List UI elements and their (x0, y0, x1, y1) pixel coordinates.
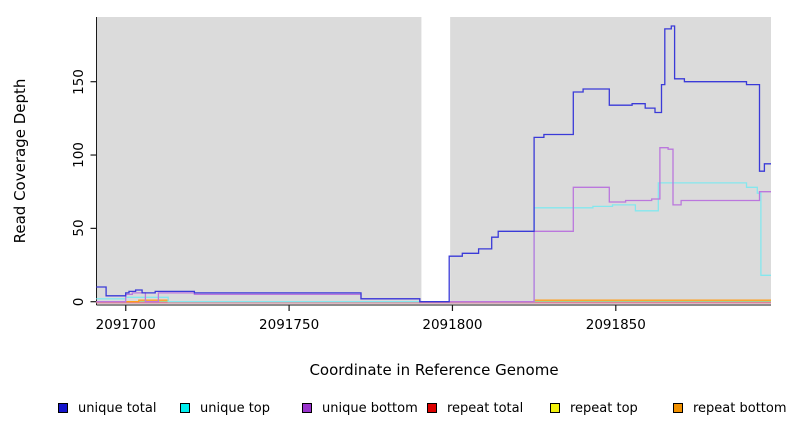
chart-legend: unique total unique top unique bottom repea… (0, 400, 792, 420)
legend-item-unique-top: unique top (180, 400, 270, 416)
legend-swatch-unique-total (58, 403, 68, 413)
legend-item-unique-bottom: unique bottom (302, 400, 418, 416)
legend-swatch-unique-top (180, 403, 190, 413)
legend-swatch-repeat-total (427, 403, 437, 413)
x-tick-label: 2091700 (95, 317, 156, 333)
legend-item-repeat-bottom: repeat bottom (673, 400, 787, 416)
legend-label-unique-top: unique top (200, 400, 271, 416)
legend-item-repeat-top: repeat top (550, 400, 638, 416)
series-line-unique-bottom (96, 147, 771, 303)
legend-label-repeat-bottom: repeat bottom (693, 400, 787, 416)
y-axis-title: Read Coverage Depth (11, 78, 29, 244)
x-tick-label: 2091800 (422, 317, 483, 333)
legend-item-unique-total: unique total (58, 400, 156, 416)
legend-swatch-unique-bottom (302, 403, 312, 413)
y-tick-label: 150 (71, 68, 87, 95)
y-tick-label: 100 (71, 142, 87, 168)
x-tick-label: 2091850 (585, 317, 646, 333)
series-line-unique-top (96, 182, 771, 303)
legend-item-repeat-total: repeat total (427, 400, 523, 416)
legend-label-unique-bottom: unique bottom (322, 400, 418, 416)
legend-label-unique-total: unique total (78, 400, 157, 416)
legend-label-repeat-total: repeat total (447, 400, 524, 416)
legend-label-repeat-top: repeat top (570, 400, 638, 416)
legend-swatch-repeat-bottom (673, 403, 683, 413)
y-tick-label: 50 (71, 219, 87, 237)
x-axis-title: Coordinate in Reference Genome (309, 361, 559, 379)
x-tick-label: 2091750 (259, 317, 320, 333)
series-line-unique-total (96, 25, 771, 303)
y-tick-label: 0 (71, 297, 87, 306)
no-data-gap-band (421, 15, 451, 304)
legend-swatch-repeat-top (550, 403, 560, 413)
